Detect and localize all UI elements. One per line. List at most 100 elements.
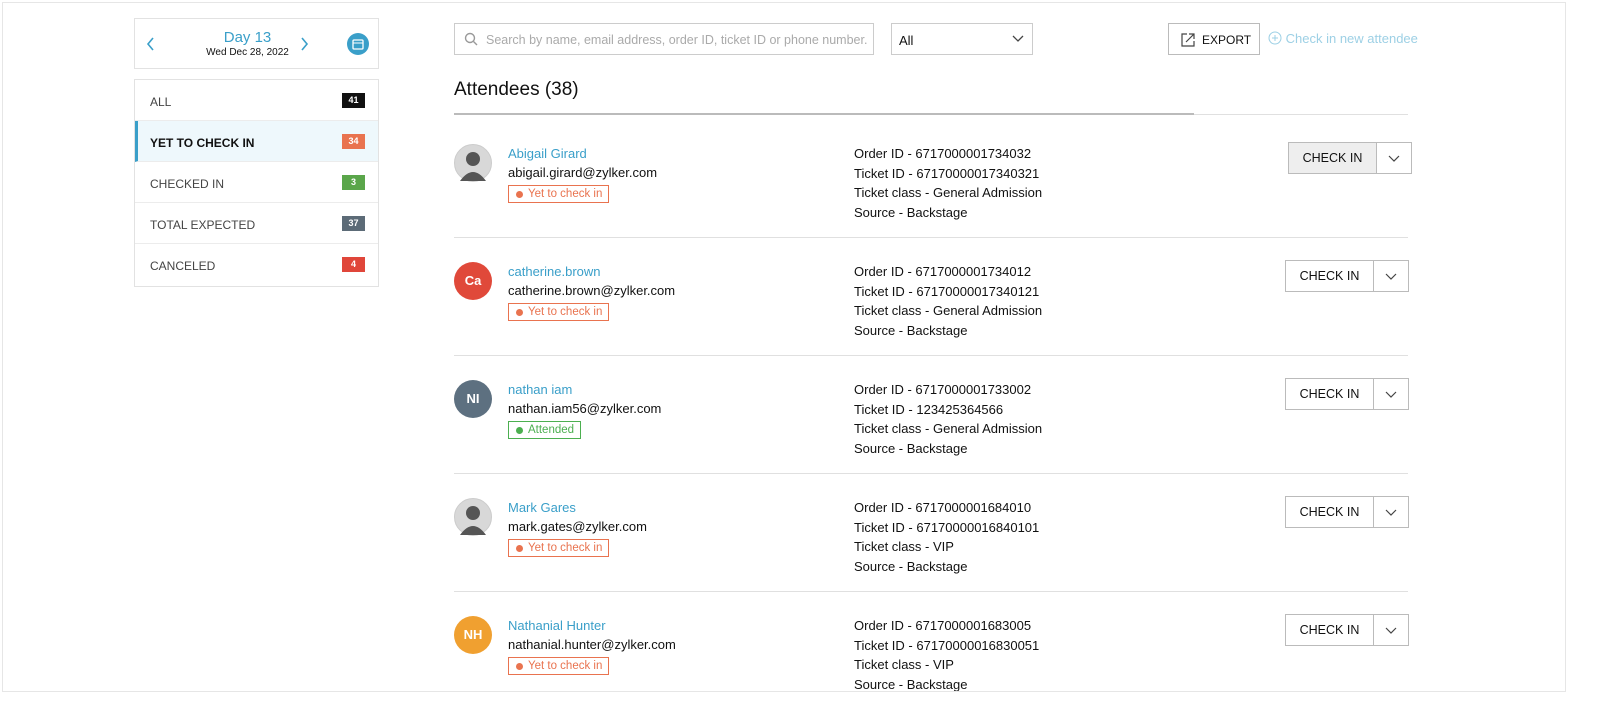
- check-in-button[interactable]: CHECK IN: [1286, 615, 1374, 645]
- avatar: NI: [454, 380, 492, 418]
- filter-row[interactable]: CHECKED IN 3: [135, 162, 378, 203]
- status-badge: Yet to check in: [508, 303, 610, 321]
- check-in-group: CHECK IN: [1285, 260, 1409, 292]
- detail-source: Source - Backstage: [854, 204, 968, 220]
- export-icon: [1181, 33, 1195, 47]
- prev-day[interactable]: [145, 36, 157, 52]
- detail-class: Ticket class - General Admission: [854, 421, 1043, 436]
- filter-label: TOTAL EXPECTED: [150, 218, 256, 232]
- avatar-silhouette: [460, 152, 486, 181]
- attendee-email: nathanial.hunter@zylker.com: [508, 637, 676, 652]
- filter-label: ALL: [150, 95, 172, 109]
- check-in-button[interactable]: CHECK IN: [1286, 261, 1374, 291]
- menu-caret: [1385, 627, 1397, 634]
- detail-source: Source - Backstage: [854, 440, 968, 456]
- search-icon: [464, 32, 478, 46]
- detail-ticket: Ticket ID - 67170000017340321: [854, 165, 1040, 181]
- detail-ticket: Ticket ID - 123425364566: [854, 401, 1004, 417]
- detail-class: Ticket class - General Admission: [854, 303, 1043, 318]
- attendee-email: catherine.brown@zylker.com: [508, 283, 676, 298]
- detail-class: Ticket class - VIP: [854, 539, 954, 554]
- select-caret: [1012, 35, 1024, 42]
- detail-order: Order ID - 6717000001734032: [854, 146, 1032, 161]
- filter-row[interactable]: TOTAL EXPECTED 37: [135, 203, 378, 244]
- detail-order: Order ID - 6717000001683005: [854, 618, 1032, 633]
- avatar: Ca: [454, 262, 492, 300]
- page: Day 13 Wed Dec 28, 2022 ALL 41 YET TO CHEC…: [2, 2, 1566, 692]
- filter-label: YET TO CHECK IN: [150, 136, 255, 150]
- detail-order: Order ID - 6717000001733002: [854, 382, 1032, 397]
- detail-class: Ticket class - General Admission: [854, 185, 1043, 200]
- attendee-row: Mark Gares mark.gates@zylker.com Yet to ch…: [454, 474, 1409, 592]
- filter-count: 4: [342, 257, 365, 272]
- check-in-new-label: Check in new attendee: [1285, 31, 1418, 46]
- attendee-name[interactable]: Abigail Girard: [508, 146, 587, 161]
- status-badge: Yet to check in: [508, 185, 610, 203]
- filter-count: 41: [342, 93, 365, 108]
- check-in-group: CHECK IN: [1285, 614, 1409, 646]
- plus-icon: [1268, 31, 1282, 45]
- export-button[interactable]: EXPORT: [1168, 23, 1260, 55]
- filter-list: ALL 41 YET TO CHECK IN 34 CHECKED IN 3 TOTAL E…: [134, 79, 379, 287]
- status-select[interactable]: All: [891, 23, 1033, 55]
- avatar: NH: [454, 616, 492, 654]
- filter-label: CHECKED IN: [150, 177, 225, 191]
- attendee-name[interactable]: nathan iam: [508, 382, 573, 397]
- attendee-row: NH Nathanial Hunter nathanial.hunter@zylke…: [454, 592, 1409, 692]
- filter-row[interactable]: CANCELED 4: [135, 244, 378, 285]
- check-in-button[interactable]: CHECK IN: [1289, 143, 1377, 173]
- check-in-menu[interactable]: [1374, 497, 1408, 527]
- attendee-name[interactable]: Nathanial Hunter: [508, 618, 606, 633]
- check-in-menu[interactable]: [1374, 379, 1408, 409]
- detail-source: Source - Backstage: [854, 322, 968, 338]
- detail-ticket: Ticket ID - 67170000016830051: [854, 637, 1040, 653]
- next-day[interactable]: [298, 36, 310, 52]
- check-in-group: CHECK IN: [1285, 496, 1409, 528]
- filter-label: CANCELED: [150, 259, 216, 273]
- detail-class: Ticket class - VIP: [854, 657, 954, 672]
- attendee-name[interactable]: catherine.brown: [508, 264, 601, 279]
- filter-row[interactable]: ALL 41: [135, 80, 378, 121]
- status-badge: Attended: [508, 421, 582, 439]
- attendee-email: mark.gates@zylker.com: [508, 519, 647, 534]
- menu-caret: [1388, 155, 1400, 162]
- list-title: Attendees (38): [454, 79, 579, 100]
- detail-order: Order ID - 6717000001684010: [854, 500, 1032, 515]
- check-in-new-link[interactable]: Check in new attendee: [1268, 31, 1418, 46]
- attendee-email: abigail.girard@zylker.com: [508, 165, 658, 180]
- check-in-menu[interactable]: [1374, 261, 1408, 291]
- detail-ticket: Ticket ID - 67170000016840101: [854, 519, 1040, 535]
- menu-caret: [1385, 273, 1397, 280]
- detail-order: Order ID - 6717000001734012: [854, 264, 1032, 279]
- filter-count: 3: [342, 175, 365, 190]
- detail-source: Source - Backstage: [854, 676, 968, 692]
- filter-count: 34: [342, 134, 365, 149]
- title-underline: [454, 113, 1194, 115]
- attendee-name[interactable]: Mark Gares: [508, 500, 576, 515]
- filter-count: 37: [342, 216, 365, 231]
- check-in-menu[interactable]: [1374, 615, 1408, 645]
- avatar-photo: [454, 498, 492, 536]
- check-in-button[interactable]: CHECK IN: [1286, 379, 1374, 409]
- day-header: Day 13 Wed Dec 28, 2022: [134, 18, 379, 69]
- select-value: All: [899, 33, 914, 48]
- check-in-button[interactable]: CHECK IN: [1286, 497, 1374, 527]
- check-in-group: CHECK IN: [1288, 142, 1412, 174]
- menu-caret: [1385, 509, 1397, 516]
- check-in-group: CHECK IN: [1285, 378, 1409, 410]
- day-label: Day 13: [223, 29, 272, 46]
- check-in-menu[interactable]: [1377, 143, 1411, 173]
- menu-caret: [1385, 391, 1397, 398]
- filter-row[interactable]: YET TO CHECK IN 34: [135, 121, 378, 162]
- attendee-row: Ca catherine.brown catherine.brown@zylker.…: [454, 238, 1409, 356]
- attendee-row: NI nathan iam nathan.iam56@zylker.com Atten…: [454, 356, 1409, 474]
- search-box[interactable]: Search by name, email address, order ID,…: [454, 23, 874, 55]
- date-label: Wed Dec 28, 2022: [206, 47, 289, 58]
- search-placeholder: Search by name, email address, order ID,…: [486, 33, 868, 47]
- calendar-button[interactable]: [347, 33, 369, 55]
- detail-source: Source - Backstage: [854, 558, 968, 574]
- detail-ticket: Ticket ID - 67170000017340121: [854, 283, 1040, 299]
- attendee-row: Abigail Girard abigail.girard@zylker.com Y…: [454, 120, 1412, 238]
- status-badge: Yet to check in: [508, 657, 610, 675]
- status-badge: Yet to check in: [508, 539, 610, 557]
